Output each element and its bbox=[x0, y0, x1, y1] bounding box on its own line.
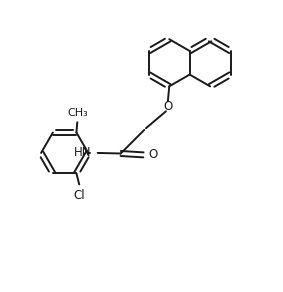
Text: Cl: Cl bbox=[73, 189, 85, 201]
Text: HN: HN bbox=[74, 146, 92, 159]
Text: CH₃: CH₃ bbox=[67, 108, 88, 118]
Text: O: O bbox=[149, 148, 158, 161]
Text: O: O bbox=[163, 100, 172, 113]
